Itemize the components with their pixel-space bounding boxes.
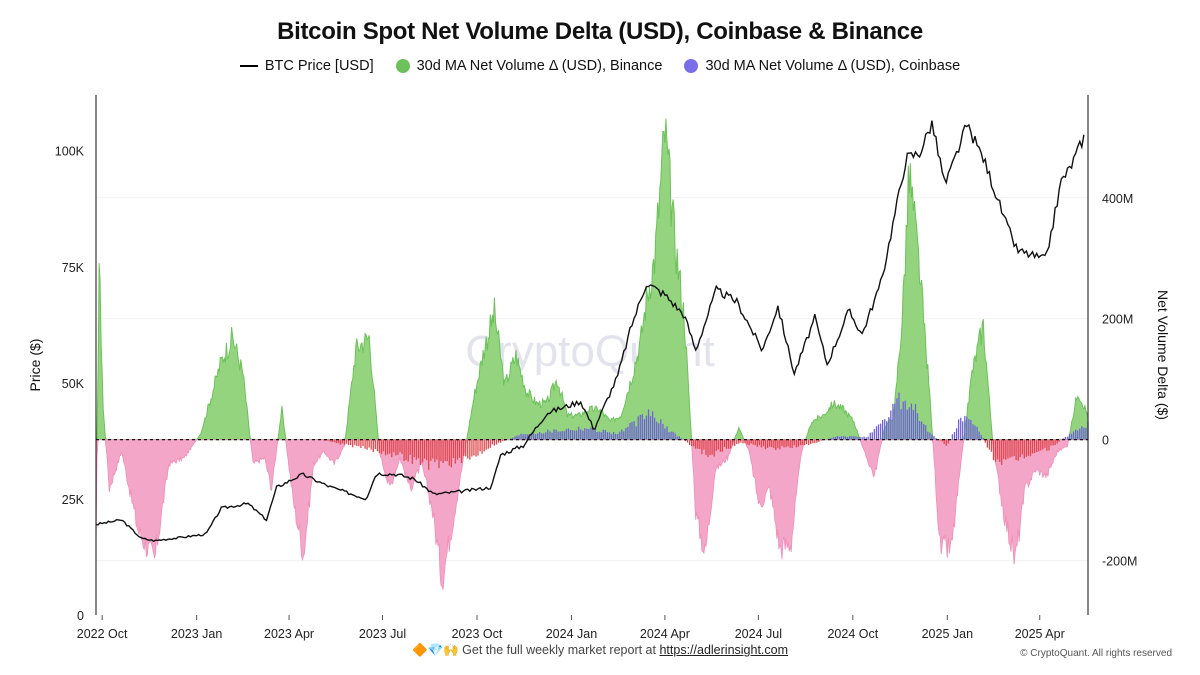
legend-label-btc-price: BTC Price [USD] [264,58,374,74]
y-right-tick-label: 200M [1102,313,1133,327]
x-tick-label: 2023 Jul [359,627,406,641]
legend-label-coinbase: 30d MA Net Volume Δ (USD), Coinbase [705,58,961,74]
y-left-tick-label: 0 [77,609,84,623]
binance-negative-area [95,439,1089,590]
btc-price-line [95,120,1085,543]
x-tick-label: 2024 Jan [546,627,597,641]
y-right-tick-label: 0 [1102,434,1109,448]
x-tick-label: 2023 Oct [452,627,503,641]
y-left-tick-label: 100K [55,145,85,159]
legend-item-btc-price[interactable]: BTC Price [USD] [239,58,374,74]
line-legend-icon [239,65,258,67]
y-right-axis-label: Net Volume Delta ($) [1155,290,1171,420]
dot-legend-icon [395,59,410,73]
x-tick-label: 2022 Oct [77,627,128,641]
x-tick-label: 2025 Jan [922,627,973,641]
x-tick-label: 2023 Apr [264,627,314,641]
x-tick-label: 2024 Jul [735,627,782,641]
x-tick-label: 2025 Apr [1015,627,1065,641]
copyright: © CryptoQuant. All rights reserved [1020,648,1172,659]
y-right-tick-label: -200M [1102,555,1137,569]
y-right-tick-label: 400M [1102,192,1133,206]
footer-link[interactable]: https://adlerinsight.com [659,643,789,657]
x-tick-label: 2024 Oct [827,627,878,641]
dot-legend-icon [684,59,699,73]
binance-positive-area [95,118,1089,441]
y-left-axis-label: Price ($) [27,339,43,392]
footer-emoji: 🔶💎🙌 [411,643,459,657]
legend-item-coinbase[interactable]: 30d MA Net Volume Δ (USD), Coinbase [684,58,960,74]
legend: BTC Price [USD] 30d MA Net Volume Δ (USD… [0,58,1200,74]
footer-text: Get the full weekly market report at [462,643,656,657]
footer: 🔶💎🙌 Get the full weekly market report at… [0,643,1200,658]
x-tick-label: 2023 Jan [171,627,222,641]
legend-item-binance[interactable]: 30d MA Net Volume Δ (USD), Binance [395,58,663,74]
chart-title: Bitcoin Spot Net Volume Delta (USD), Coi… [277,18,923,45]
y-left-tick-label: 75K [62,261,85,275]
y-left-tick-label: 25K [62,493,85,507]
x-tick-label: 2024 Apr [640,627,690,641]
legend-label-binance: 30d MA Net Volume Δ (USD), Binance [416,58,663,74]
y-left-tick-label: 50K [62,377,85,391]
